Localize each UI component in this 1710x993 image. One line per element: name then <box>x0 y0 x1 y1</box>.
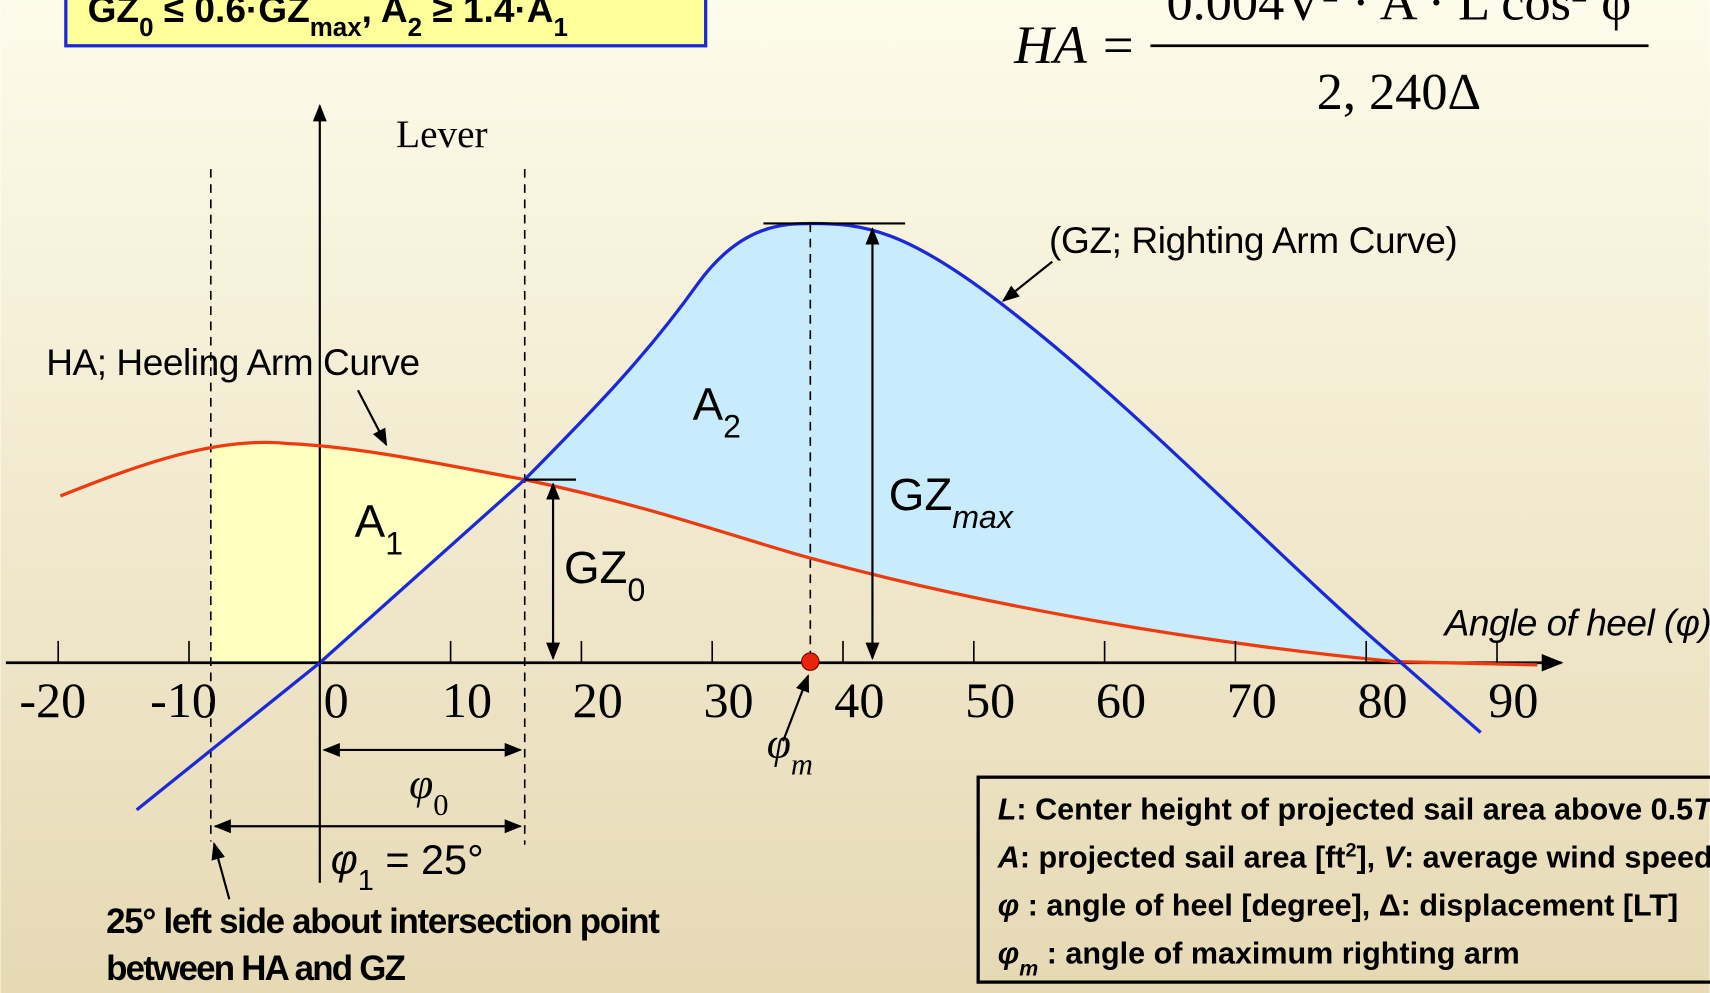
text-segment: 1 <box>385 525 403 561</box>
formula-lhs: HA = <box>1013 14 1136 75</box>
text-segment: 0 <box>433 788 448 822</box>
legend-line: L: Center height of projected sail area … <box>998 793 1710 827</box>
text-segment: m <box>791 748 813 782</box>
text-segment: ≥ 1.4·A <box>422 0 554 30</box>
text-segment: 2 <box>723 409 741 445</box>
tick-label: 60 <box>1096 672 1146 728</box>
phi0-label: φ0 <box>409 760 448 822</box>
x-axis-label: Angle of heel (φ) <box>1443 601 1710 643</box>
text-segment: V <box>1384 841 1407 875</box>
text-segment: φ <box>998 937 1019 971</box>
text-segment: GZ <box>889 469 953 520</box>
text-segment: 1 <box>554 14 568 42</box>
note-line: 25° left side about intersection point <box>106 902 660 941</box>
criterion-box <box>64 0 708 48</box>
text-segment: T <box>1693 793 1710 827</box>
phi-m-label: φm <box>767 720 813 782</box>
tick-label: 40 <box>834 672 884 728</box>
text-segment: 0 <box>628 572 646 608</box>
pointer <box>782 674 810 742</box>
text-segment: m <box>1019 957 1038 981</box>
text-segment: φ <box>331 837 358 883</box>
text-segment: φ <box>1588 0 1631 32</box>
legend-box <box>976 775 1710 984</box>
ha-label: HA; Heeling Arm Curve <box>46 341 420 383</box>
text-segment: · A · L cos <box>1339 0 1571 32</box>
ha-curve <box>59 440 1538 667</box>
pointer <box>356 389 388 447</box>
text-segment: φ <box>998 889 1019 923</box>
gzmax-label: GZmax <box>889 469 1014 535</box>
text-segment: 0 <box>139 14 153 42</box>
text-segment: : Center height of projected sail area a… <box>1016 793 1693 827</box>
text-segment: 2 <box>408 14 422 42</box>
gz-label: (GZ; Righting Arm Curve) <box>1049 219 1458 261</box>
text-segment: : average wind speed [knots] <box>1404 841 1710 875</box>
text-segment: 2 <box>1322 0 1339 9</box>
ticks: -20 -10 0 10 20 30 40 50 60 70 80 90 <box>19 640 1538 728</box>
tick-label: 70 <box>1227 672 1277 728</box>
text-segment: max <box>310 14 362 42</box>
text-segment: : angle of heel [degree], Δ: displacemen… <box>1019 889 1678 923</box>
phi1-label: φ1 = 25° <box>331 837 484 897</box>
text-segment: GZ <box>564 542 628 593</box>
text-segment: L <box>998 793 1017 827</box>
tick-label: 10 <box>442 672 492 728</box>
a1-label: A1 <box>355 495 403 561</box>
text-segment: 1 <box>358 865 374 897</box>
text-segment: φ <box>767 720 791 768</box>
gz0-label: GZ0 <box>564 542 645 608</box>
text-segment: : angle of maximum righting arm <box>1038 937 1520 971</box>
tick-label: 80 <box>1358 672 1408 728</box>
formula-denominator: 2, 240Δ <box>1317 63 1481 121</box>
pointer <box>211 841 231 900</box>
max-point <box>801 652 820 671</box>
pointer <box>1001 260 1053 302</box>
text-segment: ], <box>1356 841 1383 875</box>
dimensions <box>211 222 1053 900</box>
tick-label: -20 <box>19 672 86 728</box>
note-line: between HA and GZ <box>106 949 406 988</box>
formula-numerator: 0.004V2 · A · L cos2 φ <box>1167 0 1632 32</box>
tick-label: 30 <box>703 672 753 728</box>
criterion: GZ0 ≤ 0.6·GZmax, A2 ≥ 1.4·A1 <box>88 0 568 42</box>
tick-label: 20 <box>573 672 623 728</box>
area-a2 <box>524 223 1402 663</box>
text-segment: 2 <box>1345 840 1356 862</box>
tick-label: 50 <box>965 672 1015 728</box>
legend-line: φm : angle of maximum righting arm <box>998 937 1520 981</box>
guides <box>209 168 812 845</box>
tick-label: 90 <box>1488 672 1538 728</box>
text-segment: max <box>952 499 1013 535</box>
text-segment: : projected sail area [ft <box>1020 841 1346 875</box>
gz-curve <box>135 221 1482 812</box>
text-segment: A <box>997 841 1020 875</box>
tick-label: -10 <box>150 672 217 728</box>
text-segment: , A <box>362 0 408 30</box>
text-segment: GZ <box>88 0 139 30</box>
text-segment: = 25° <box>374 837 484 883</box>
text-segment: 0.004V <box>1167 0 1323 32</box>
tick-label: 0 <box>324 672 349 728</box>
legend-line: A: projected sail area [ft2], V: average… <box>997 840 1710 875</box>
y-axis-label: Lever <box>396 113 487 156</box>
text-segment: φ <box>409 760 433 808</box>
text-segment: A <box>693 379 724 430</box>
text-segment: ≤ 0.6·GZ <box>154 0 310 30</box>
text-segment: 2 <box>1571 0 1588 9</box>
a2-label: A2 <box>693 379 741 445</box>
area-a1 <box>210 442 525 663</box>
text-segment: A <box>355 495 386 546</box>
legend-line: φ : angle of heel [degree], Δ: displacem… <box>998 889 1678 923</box>
